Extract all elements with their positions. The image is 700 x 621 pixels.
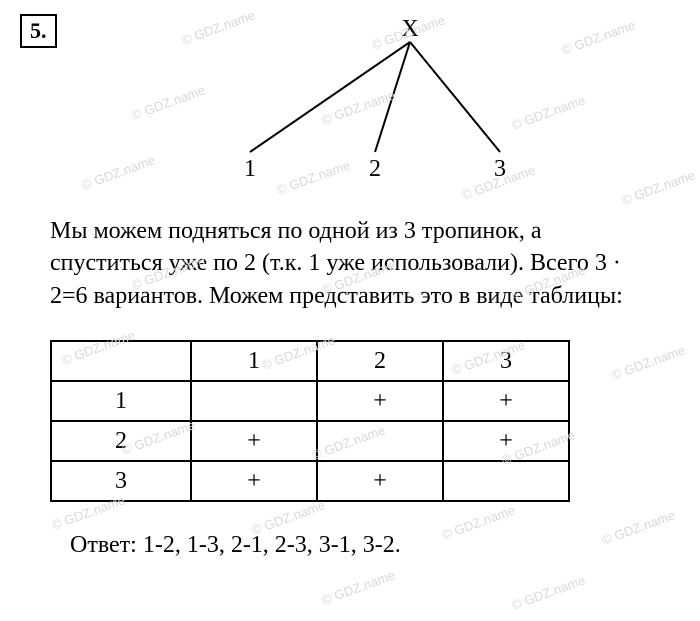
answer-line: Ответ: 1-2, 1-3, 2-1, 2-3, 3-1, 3-2. bbox=[70, 532, 670, 559]
combinations-table: 123 1++2++3++ bbox=[50, 340, 570, 502]
table-body: 1++2++3++ bbox=[51, 381, 569, 501]
table-header-cell: 3 bbox=[443, 341, 569, 381]
tree-diagram: Х 1 2 3 bbox=[120, 10, 580, 195]
table-cell: + bbox=[317, 461, 443, 501]
answer-text: 1-2, 1-3, 2-1, 2-3, 3-1, 3-2. bbox=[143, 532, 401, 558]
body-paragraph: Мы можем подняться по одной из 3 тропино… bbox=[50, 215, 650, 312]
tree-edge bbox=[410, 42, 500, 152]
tree-edge bbox=[250, 42, 410, 152]
table-row-label: 2 bbox=[51, 421, 191, 461]
table-cell bbox=[191, 381, 317, 421]
watermark-text: © GDZ.name bbox=[510, 572, 587, 612]
tree-root-label: Х bbox=[401, 16, 418, 42]
tree-leaf-label: 2 bbox=[369, 156, 381, 182]
table-row: 3++ bbox=[51, 461, 569, 501]
table-cell: + bbox=[317, 381, 443, 421]
table-cell: + bbox=[443, 381, 569, 421]
table-cell: + bbox=[443, 421, 569, 461]
answer-label: Ответ: bbox=[70, 532, 137, 558]
table-row-label: 3 bbox=[51, 461, 191, 501]
table-cell: + bbox=[191, 421, 317, 461]
table-header-cell bbox=[51, 341, 191, 381]
table-cell bbox=[317, 421, 443, 461]
table-row-label: 1 bbox=[51, 381, 191, 421]
table-header-cell: 1 bbox=[191, 341, 317, 381]
table-header-cell: 2 bbox=[317, 341, 443, 381]
table-header-row: 123 bbox=[51, 341, 569, 381]
tree-leaf-label: 1 bbox=[244, 156, 256, 182]
problem-number-box: 5. bbox=[20, 14, 57, 48]
watermark-text: © GDZ.name bbox=[620, 167, 697, 207]
table-cell: + bbox=[191, 461, 317, 501]
tree-leaf-label: 3 bbox=[494, 156, 506, 182]
table-row: 1 ++ bbox=[51, 381, 569, 421]
watermark-text: © GDZ.name bbox=[610, 342, 687, 382]
watermark-text: © GDZ.name bbox=[320, 567, 397, 607]
table-row: 2++ bbox=[51, 421, 569, 461]
tree-edge bbox=[375, 42, 410, 152]
problem-number: 5. bbox=[30, 18, 47, 43]
table-cell bbox=[443, 461, 569, 501]
